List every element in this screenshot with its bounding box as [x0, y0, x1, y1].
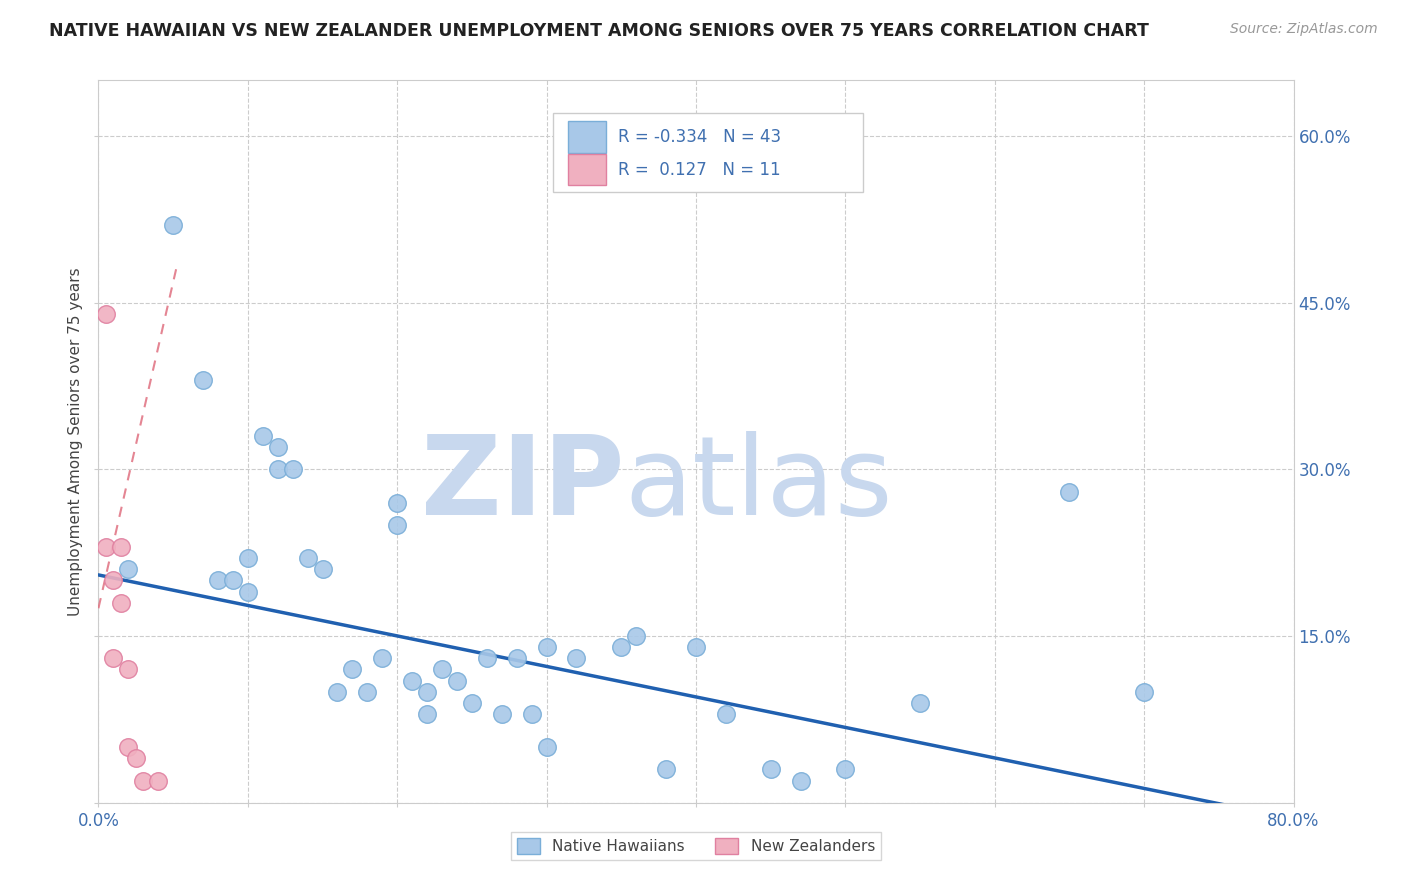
Point	[222, 574, 245, 588]
FancyBboxPatch shape	[553, 112, 863, 193]
Point	[430, 662, 453, 676]
Point	[148, 773, 170, 788]
Point	[236, 584, 259, 599]
Point	[1133, 684, 1156, 698]
Point	[475, 651, 498, 665]
Point	[103, 651, 125, 665]
Point	[117, 662, 139, 676]
FancyBboxPatch shape	[568, 154, 606, 185]
Point	[520, 706, 543, 721]
Y-axis label: Unemployment Among Seniors over 75 years: Unemployment Among Seniors over 75 years	[67, 268, 83, 615]
Point	[132, 773, 155, 788]
Point	[117, 562, 139, 576]
Point	[446, 673, 468, 688]
Point	[326, 684, 349, 698]
Point	[626, 629, 648, 643]
Point	[110, 596, 132, 610]
Point	[491, 706, 513, 721]
Text: ZIP: ZIP	[420, 432, 624, 539]
Point	[401, 673, 423, 688]
Point	[908, 696, 931, 710]
Point	[610, 640, 633, 655]
Point	[117, 740, 139, 755]
Point	[371, 651, 394, 665]
Text: Source: ZipAtlas.com: Source: ZipAtlas.com	[1230, 22, 1378, 37]
Point	[685, 640, 707, 655]
Point	[311, 562, 333, 576]
Point	[385, 496, 409, 510]
Point	[267, 440, 290, 454]
Text: atlas: atlas	[624, 432, 893, 539]
Point	[789, 773, 811, 788]
Point	[94, 307, 117, 321]
Point	[655, 763, 678, 777]
FancyBboxPatch shape	[568, 121, 606, 153]
Point	[125, 751, 148, 765]
Point	[207, 574, 229, 588]
Point	[536, 740, 558, 755]
Point	[759, 763, 782, 777]
Text: R =  0.127   N = 11: R = 0.127 N = 11	[619, 161, 780, 179]
Point	[356, 684, 378, 698]
Point	[506, 651, 529, 665]
Point	[110, 540, 132, 554]
Point	[385, 517, 409, 532]
Point	[1059, 484, 1081, 499]
Point	[342, 662, 364, 676]
Point	[252, 429, 274, 443]
Point	[94, 540, 117, 554]
Legend: Native Hawaiians, New Zealanders: Native Hawaiians, New Zealanders	[510, 832, 882, 860]
Point	[297, 551, 319, 566]
Text: NATIVE HAWAIIAN VS NEW ZEALANDER UNEMPLOYMENT AMONG SENIORS OVER 75 YEARS CORREL: NATIVE HAWAIIAN VS NEW ZEALANDER UNEMPLO…	[49, 22, 1149, 40]
Point	[191, 373, 214, 387]
Point	[834, 763, 856, 777]
Point	[714, 706, 737, 721]
Point	[267, 462, 290, 476]
Point	[236, 551, 259, 566]
Point	[565, 651, 588, 665]
Text: R = -0.334   N = 43: R = -0.334 N = 43	[619, 128, 782, 146]
Point	[281, 462, 304, 476]
Point	[416, 706, 439, 721]
Point	[103, 574, 125, 588]
Point	[416, 684, 439, 698]
Point	[162, 218, 184, 232]
Point	[536, 640, 558, 655]
Point	[461, 696, 484, 710]
